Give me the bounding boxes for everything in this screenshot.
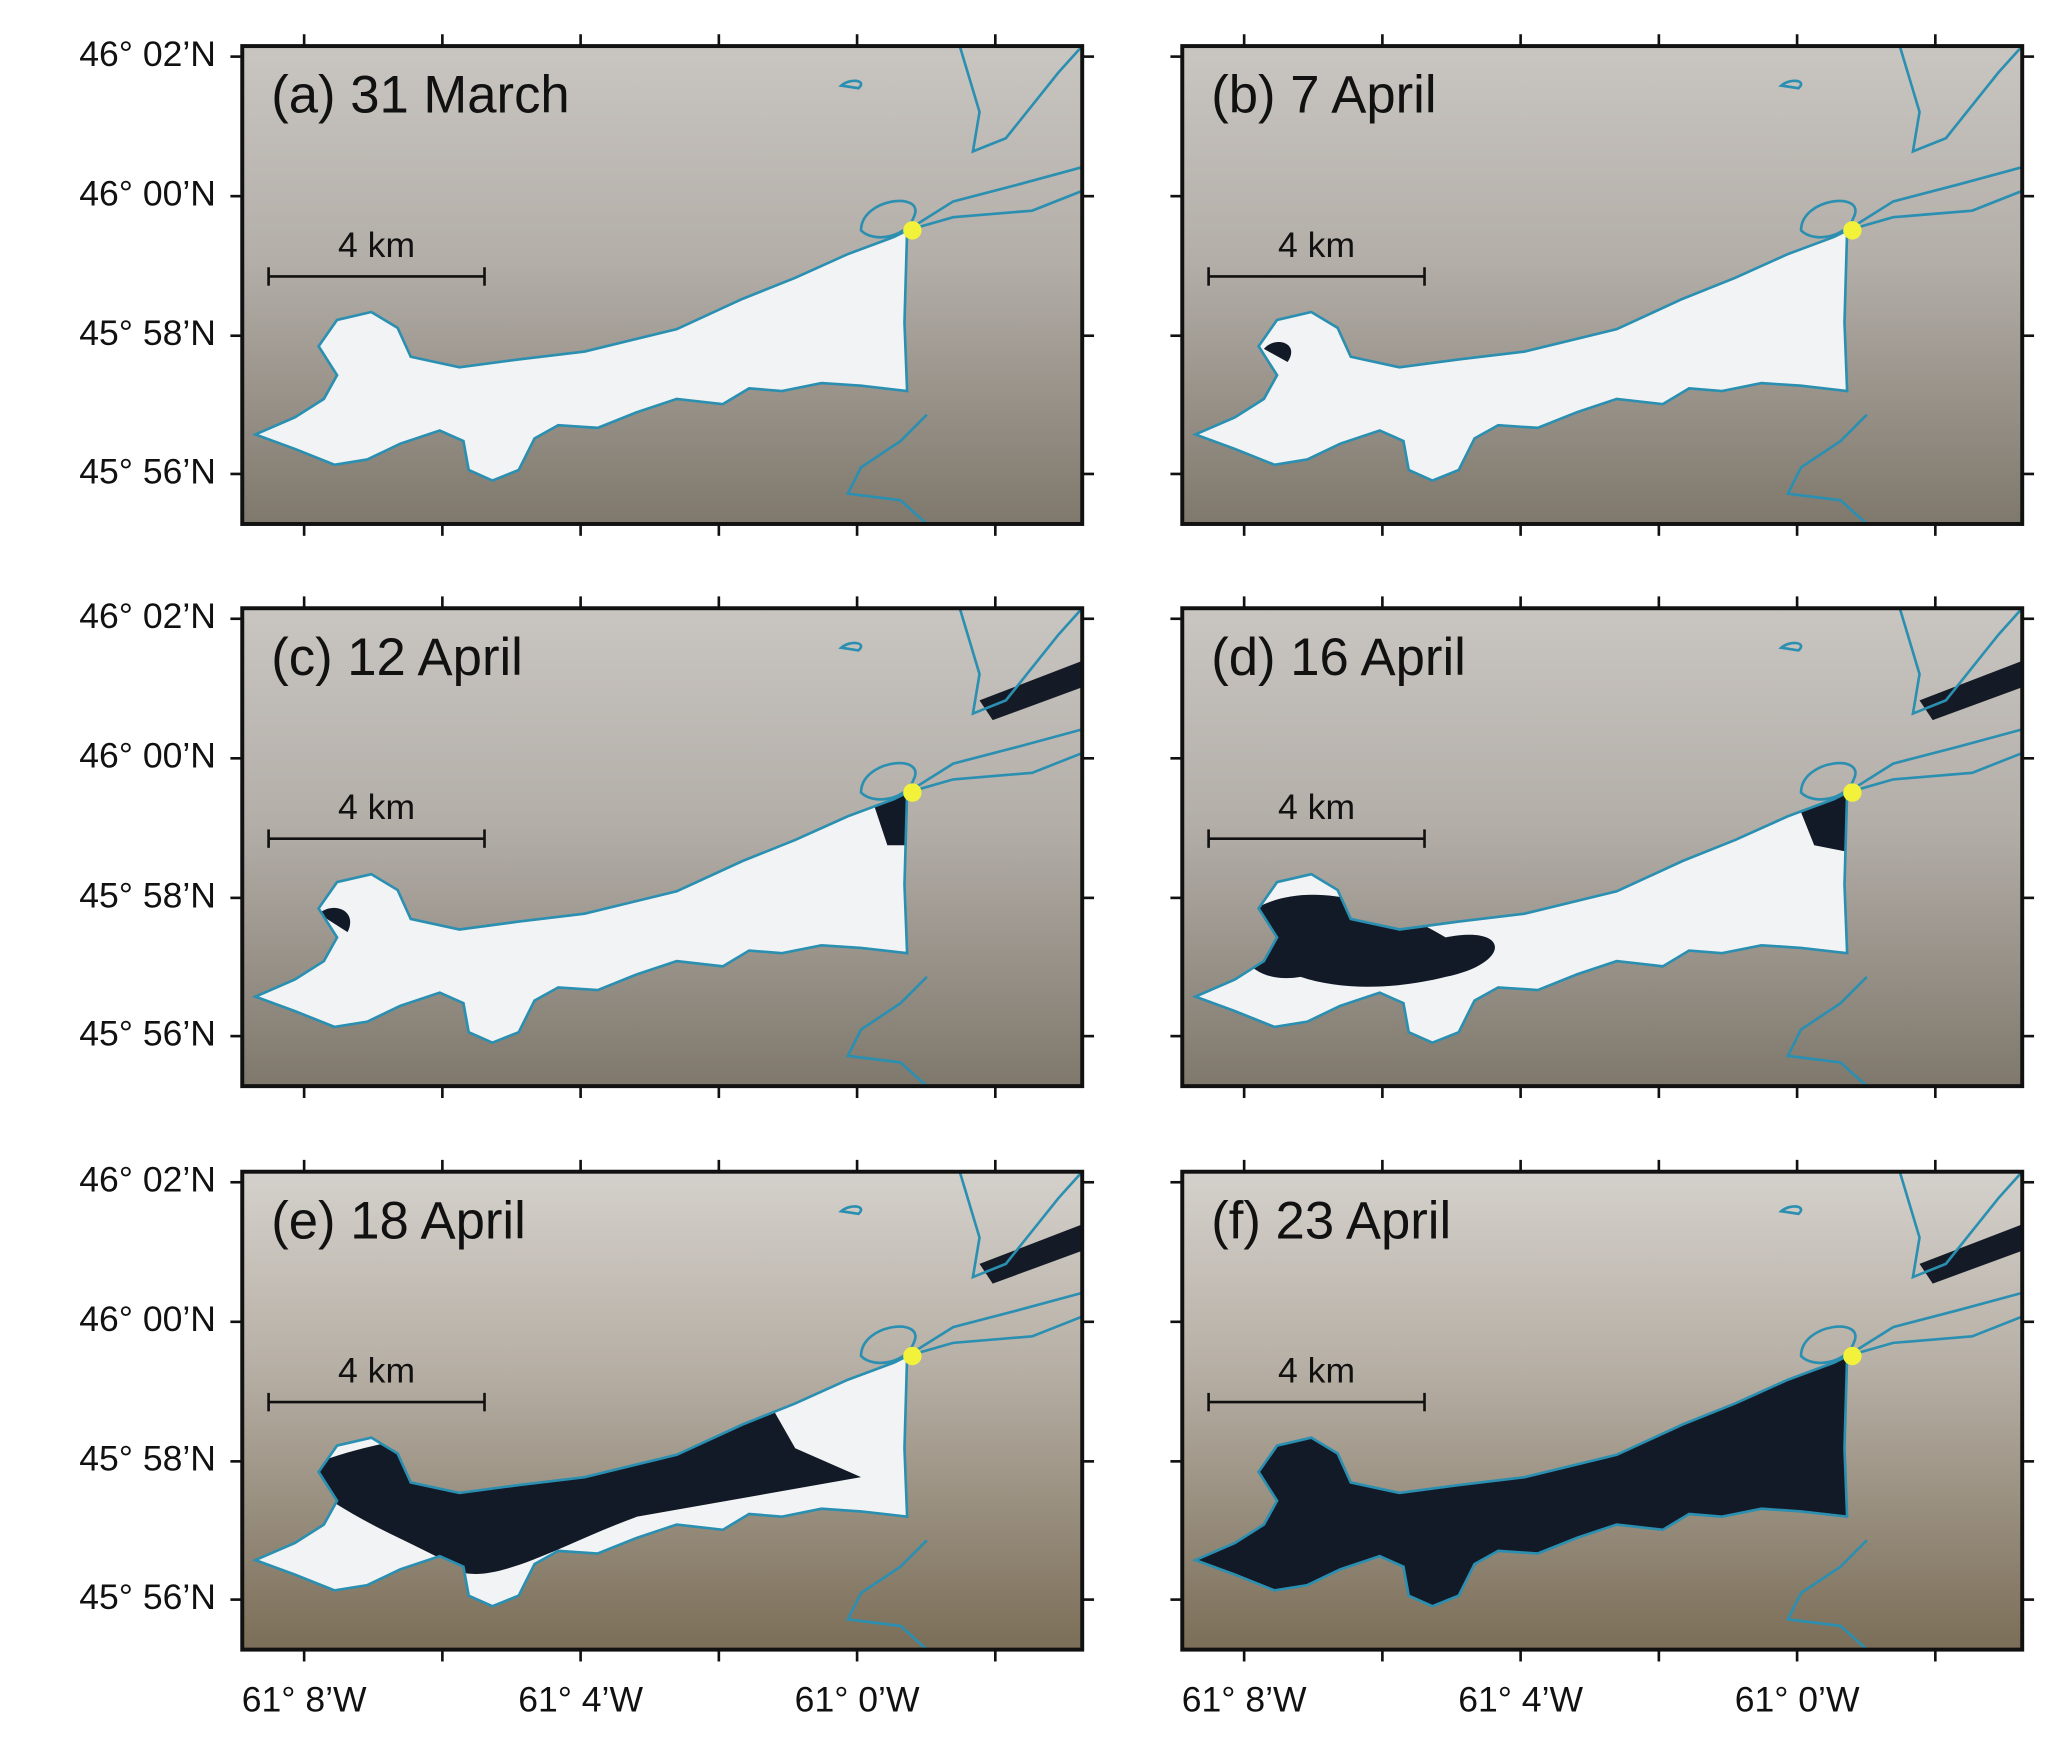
panel-label: (a) 31 March [271, 66, 569, 125]
lat-label: 46° 02’N [79, 34, 216, 74]
lat-label: 45° 58’N [79, 313, 216, 353]
lon-label: 61° 4’W [518, 1680, 643, 1720]
shoreline [1191, 228, 1849, 482]
lat-label: 46° 00’N [79, 736, 216, 776]
scale-label: 4 km [1278, 787, 1355, 827]
open-water-area [1195, 1356, 1848, 1607]
lat-label: 45° 56’N [79, 1577, 216, 1617]
imagery [242, 1171, 1083, 1650]
shoreline [251, 1353, 909, 1608]
map-panel: 4 km (c) 12 April 46° 02’N 46° 00’N 45° 58’N… [79, 596, 1095, 1098]
lat-label: 45° 58’N [79, 875, 216, 915]
imagery [1182, 1171, 2023, 1650]
panel-label: (b) 7 April [1211, 66, 1436, 125]
shoreline [251, 228, 909, 482]
map-panel: 4 km (f) 23 April 61° 8’W 61° 4’W 61° 0’W [1170, 1159, 2035, 1720]
lat-label: 45° 56’N [79, 451, 216, 491]
coastline [1785, 1171, 2023, 1650]
panel-label: (f) 23 April [1211, 1191, 1451, 1250]
lat-label: 46° 00’N [79, 1299, 216, 1339]
lon-label: 61° 0’W [1735, 1680, 1860, 1720]
lat-label: 45° 56’N [79, 1014, 216, 1054]
scale-label: 4 km [1278, 225, 1355, 265]
imagery [242, 608, 1083, 1087]
panel-frame [240, 1169, 1085, 1652]
lat-label: 46° 02’N [79, 596, 216, 636]
island-outline [1778, 1205, 1857, 1365]
scale-label: 4 km [1278, 1351, 1355, 1391]
open-water [318, 792, 908, 933]
station-marker [903, 221, 922, 240]
scale-label: 4 km [338, 1351, 415, 1391]
island-outline [1778, 79, 1857, 239]
panel-frame [1180, 606, 2025, 1089]
lake-ice [1195, 230, 1848, 481]
island-outline [1778, 641, 1857, 801]
panel-frame [1180, 1169, 2025, 1652]
coastline [1785, 608, 2023, 1087]
panel-label: (c) 12 April [271, 628, 523, 687]
imagery [242, 46, 1083, 524]
station-marker [1843, 783, 1862, 802]
open-water-area [874, 792, 908, 846]
coastline [1785, 46, 2023, 524]
map-panel: 4 km (a) 31 March 46° 02’N 46° 00’N 45° 58’N… [79, 34, 1095, 536]
imagery [1182, 608, 2023, 1087]
lon-label: 61° 8’W [242, 1680, 367, 1720]
station-marker [903, 1346, 922, 1366]
imagery [1182, 46, 2023, 524]
shoreline [1191, 1353, 1849, 1608]
island-outline [838, 1205, 917, 1365]
lon-label: 61° 8’W [1182, 1680, 1307, 1720]
scale-label: 4 km [338, 225, 415, 265]
open-water [1195, 1356, 1848, 1607]
coastline [845, 608, 1083, 1087]
panel-frame [240, 44, 1085, 526]
panel-label: (d) 16 April [1211, 628, 1466, 687]
scale-label: 4 km [338, 787, 415, 827]
shoreline [251, 790, 909, 1045]
river-water [979, 660, 1083, 721]
river-water [979, 1224, 1083, 1284]
panel-frame [240, 606, 1085, 1089]
lat-label: 45° 58’N [79, 1439, 216, 1479]
island-outline [838, 79, 917, 239]
river-water [1919, 660, 2023, 721]
lon-label: 61° 0’W [795, 1680, 920, 1720]
coastline [845, 1171, 1083, 1650]
lat-label: 46° 02’N [79, 1160, 216, 1200]
island-outline [838, 641, 917, 801]
river-water [1919, 1224, 2023, 1284]
lake-ice [255, 792, 908, 1043]
coastline [845, 46, 1083, 524]
station-marker [1843, 221, 1862, 240]
open-water-area [318, 907, 351, 933]
station-marker [903, 783, 922, 802]
panel-frame [1180, 44, 2025, 526]
lake-ice [255, 230, 908, 481]
open-water-area [1263, 342, 1292, 363]
lon-label: 61° 4’W [1458, 1680, 1583, 1720]
map-panel: 4 km (b) 7 April [1170, 34, 2035, 536]
lat-label: 46° 00’N [79, 174, 216, 214]
map-panel: 4 km (e) 18 April 46° 02’N 46° 00’N 45° 58’N… [79, 1160, 1095, 1720]
panel-label: (e) 18 April [271, 1191, 526, 1250]
map-panel: 4 km (d) 16 April [1170, 596, 2035, 1098]
shoreline [1191, 790, 1849, 1045]
open-water-area [1234, 894, 1495, 987]
open-water [1263, 342, 1292, 363]
station-marker [1843, 1346, 1862, 1366]
